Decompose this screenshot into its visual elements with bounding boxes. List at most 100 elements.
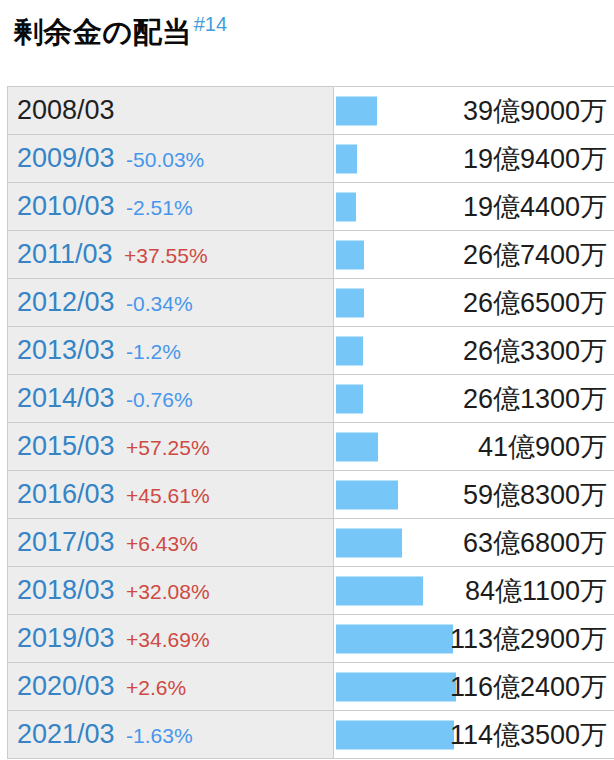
year-link[interactable]: 2016/03	[17, 479, 115, 509]
value-bar	[336, 576, 423, 605]
table-row: 2014/03 -0.76% 26億1300万	[8, 375, 614, 423]
year-link[interactable]: 2013/03	[17, 335, 115, 365]
year-link[interactable]: 2014/03	[17, 383, 115, 413]
value-label: 114億3500万	[450, 720, 607, 750]
year-cell: 2009/03 -50.03%	[8, 135, 334, 183]
value-bar	[336, 192, 356, 221]
value-bar	[336, 288, 364, 317]
change-percent: +57.25%	[126, 436, 210, 459]
year-cell: 2021/03 -1.63%	[8, 711, 334, 759]
value-bar	[336, 96, 377, 125]
table-row: 2017/03 +6.43% 63億6800万	[8, 519, 614, 567]
year-cell: 2017/03 +6.43%	[8, 519, 334, 567]
value-cell: 113億2900万	[334, 615, 614, 663]
value-cell: 39億9000万	[334, 87, 614, 135]
value-cell: 19億4400万	[334, 183, 614, 231]
value-label: 59億8300万	[463, 480, 607, 510]
value-cell: 116億2400万	[334, 663, 614, 711]
dividend-table-body: 2008/03 39億9000万 2009/03 -50.03% 19億9400…	[8, 87, 614, 759]
value-cell: 41億900万	[334, 423, 614, 471]
change-percent: -0.34%	[126, 292, 193, 315]
value-label: 26億6500万	[463, 288, 607, 318]
value-cell: 19億9400万	[334, 135, 614, 183]
value-cell: 114億3500万	[334, 711, 614, 759]
change-percent: -2.51%	[126, 196, 193, 219]
value-label: 26億3300万	[463, 336, 607, 366]
value-cell: 26億7400万	[334, 231, 614, 279]
value-label: 63億6800万	[463, 528, 607, 558]
value-bar	[336, 624, 453, 653]
year-link[interactable]: 2011/03	[17, 239, 113, 269]
year-cell: 2010/03 -2.51%	[8, 183, 334, 231]
value-bar	[336, 480, 398, 509]
value-cell: 26億1300万	[334, 375, 614, 423]
table-row: 2018/03 +32.08% 84億1100万	[8, 567, 614, 615]
value-cell: 26億3300万	[334, 327, 614, 375]
value-cell: 63億6800万	[334, 519, 614, 567]
value-bar	[336, 528, 402, 557]
year-cell: 2016/03 +45.61%	[8, 471, 334, 519]
year-link[interactable]: 2019/03	[17, 623, 115, 653]
page-title-text: 剰余金の配当	[14, 16, 192, 48]
year-link[interactable]: 2018/03	[17, 575, 115, 605]
year-link[interactable]: 2021/03	[17, 719, 115, 749]
value-bar	[336, 144, 357, 173]
year-link[interactable]: 2020/03	[17, 671, 115, 701]
dividend-section: 剰余金の配当#14 2008/03 39億9000万 2009/03 -50.0…	[0, 0, 614, 760]
table-row: 2016/03 +45.61% 59億8300万	[8, 471, 614, 519]
value-cell: 26億6500万	[334, 279, 614, 327]
year-cell: 2015/03 +57.25%	[8, 423, 334, 471]
value-label: 39億9000万	[463, 96, 607, 126]
change-percent: +37.55%	[124, 244, 208, 267]
value-label: 19億4400万	[463, 192, 607, 222]
year-cell: 2012/03 -0.34%	[8, 279, 334, 327]
section-anchor-link[interactable]: #14	[194, 13, 227, 35]
value-bar	[336, 720, 454, 749]
year-link: 2008/03	[17, 95, 115, 125]
year-cell: 2019/03 +34.69%	[8, 615, 334, 663]
value-label: 113億2900万	[450, 624, 607, 654]
value-bar	[336, 240, 364, 269]
table-row: 2021/03 -1.63% 114億3500万	[8, 711, 614, 759]
value-label: 41億900万	[478, 432, 607, 462]
change-percent: -0.76%	[126, 388, 193, 411]
change-percent: +6.43%	[126, 532, 198, 555]
table-row: 2012/03 -0.34% 26億6500万	[8, 279, 614, 327]
value-label: 26億7400万	[463, 240, 607, 270]
year-link[interactable]: 2009/03	[17, 143, 115, 173]
table-row: 2011/03 +37.55% 26億7400万	[8, 231, 614, 279]
year-cell: 2020/03 +2.6%	[8, 663, 334, 711]
page-title: 剰余金の配当#14	[14, 7, 614, 49]
value-bar	[336, 336, 363, 365]
year-cell: 2018/03 +32.08%	[8, 567, 334, 615]
value-label: 84億1100万	[465, 576, 607, 606]
table-row: 2008/03 39億9000万	[8, 87, 614, 135]
dividend-table: 2008/03 39億9000万 2009/03 -50.03% 19億9400…	[7, 86, 614, 759]
year-link[interactable]: 2012/03	[17, 287, 115, 317]
year-cell: 2014/03 -0.76%	[8, 375, 334, 423]
change-percent: -1.2%	[126, 340, 181, 363]
year-cell: 2013/03 -1.2%	[8, 327, 334, 375]
table-row: 2009/03 -50.03% 19億9400万	[8, 135, 614, 183]
value-bar	[336, 672, 456, 701]
value-bar	[336, 384, 363, 413]
value-label: 116億2400万	[450, 672, 607, 702]
value-label: 26億1300万	[463, 384, 607, 414]
value-bar	[336, 432, 378, 461]
value-cell: 59億8300万	[334, 471, 614, 519]
table-row: 2013/03 -1.2% 26億3300万	[8, 327, 614, 375]
year-cell: 2008/03	[8, 87, 334, 135]
year-link[interactable]: 2015/03	[17, 431, 115, 461]
change-percent: +32.08%	[126, 580, 210, 603]
year-link[interactable]: 2010/03	[17, 191, 115, 221]
change-percent: +45.61%	[126, 484, 210, 507]
change-percent: +2.6%	[126, 676, 186, 699]
table-row: 2010/03 -2.51% 19億4400万	[8, 183, 614, 231]
table-row: 2020/03 +2.6% 116億2400万	[8, 663, 614, 711]
value-label: 19億9400万	[463, 144, 607, 174]
table-row: 2015/03 +57.25% 41億900万	[8, 423, 614, 471]
change-percent: -1.63%	[126, 724, 193, 747]
change-percent: +34.69%	[126, 628, 210, 651]
year-link[interactable]: 2017/03	[17, 527, 115, 557]
change-percent: -50.03%	[126, 148, 204, 171]
